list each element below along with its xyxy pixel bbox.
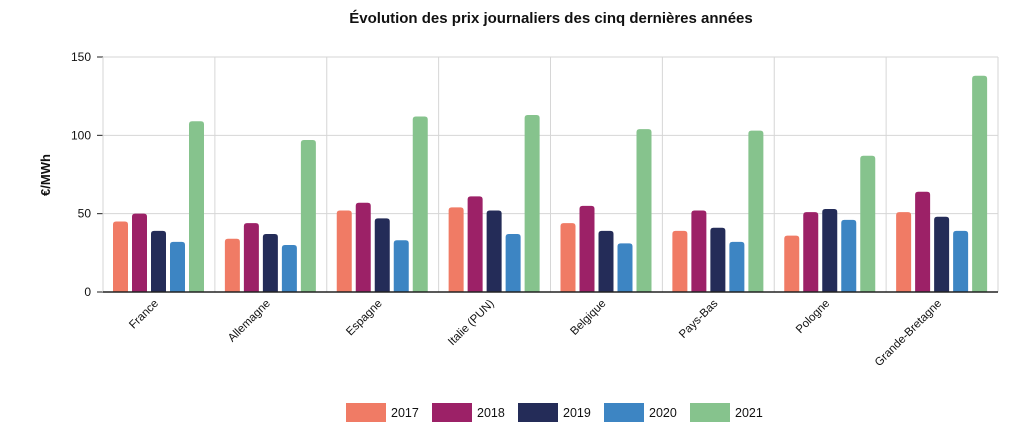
bar: [729, 241, 745, 292]
bar: [841, 219, 857, 292]
chart-title: Évolution des prix journaliers des cinq …: [349, 10, 752, 27]
legend: 2017 2018 2019 2020 2021: [346, 403, 763, 422]
bar: [822, 208, 838, 292]
bar: [803, 212, 819, 292]
grid: [97, 56, 999, 293]
x-tick-label: Pologne: [794, 298, 832, 336]
legend-label: 2021: [735, 406, 763, 420]
x-axis-labels: France Allemagne Espagne Italie (PUN) Belgiq…: [127, 297, 944, 369]
x-tick-label: Pays-Bas: [677, 297, 720, 340]
bar-group-7: [896, 75, 988, 292]
bar: [151, 230, 166, 292]
bar: [300, 140, 316, 292]
y-axis-ticks: 0 50 100 150: [71, 50, 91, 299]
bar: [598, 230, 614, 292]
bar: [636, 129, 652, 292]
x-tick-label: Italie (PUN): [446, 298, 497, 349]
bar-group-0: [113, 121, 204, 292]
legend-label: 2019: [563, 406, 591, 420]
bar: [448, 207, 464, 292]
bar-group-6: [784, 155, 876, 292]
bar: [262, 234, 278, 292]
bar: [355, 202, 371, 292]
legend-label: 2018: [477, 406, 505, 420]
y-axis-label: €/MWh: [38, 154, 53, 196]
bar: [860, 155, 876, 292]
legend-swatch: [432, 403, 472, 422]
bar-group-2: [336, 116, 428, 293]
x-tick-label: Belgique: [568, 298, 608, 338]
legend-swatch: [518, 403, 558, 422]
bar: [524, 114, 540, 292]
bar: [113, 221, 128, 292]
legend-label: 2017: [391, 406, 419, 420]
bar: [243, 223, 259, 292]
bar: [132, 213, 147, 292]
bar: [374, 218, 390, 292]
bar: [486, 210, 502, 292]
legend-item-2019: 2019: [518, 403, 591, 422]
bar: [393, 240, 409, 292]
bars: [113, 75, 988, 293]
bar: [915, 191, 931, 292]
x-tick-label: Grande-Bretagne: [873, 298, 944, 369]
bar: [281, 245, 297, 292]
legend-swatch: [346, 403, 386, 422]
legend-item-2020: 2020: [604, 403, 677, 422]
bar: [972, 75, 988, 292]
x-tick-label: France: [127, 298, 161, 332]
legend-label: 2020: [649, 406, 677, 420]
bar: [953, 230, 969, 292]
bar: [896, 212, 912, 292]
y-tick-label: 100: [71, 128, 91, 142]
legend-swatch: [690, 403, 730, 422]
legend-item-2018: 2018: [432, 403, 505, 422]
y-tick-label: 50: [78, 207, 92, 221]
bar-group-5: [672, 130, 764, 292]
legend-item-2017: 2017: [346, 403, 419, 422]
bar: [467, 196, 483, 292]
bar: [934, 216, 950, 292]
bar: [560, 223, 576, 292]
bar: [505, 234, 521, 292]
bar: [170, 241, 185, 292]
legend-swatch: [604, 403, 644, 422]
bar: [412, 116, 428, 293]
bar: [784, 235, 800, 292]
y-tick-label: 150: [71, 50, 91, 64]
bar: [224, 238, 240, 292]
bar: [691, 210, 707, 292]
bar-group-1: [224, 140, 316, 292]
legend-item-2021: 2021: [690, 403, 763, 422]
bar: [672, 230, 688, 292]
bar: [579, 205, 595, 292]
x-tick-label: Espagne: [344, 298, 385, 339]
bar-group-4: [560, 129, 652, 292]
bar-group-3: [448, 114, 540, 292]
bar: [336, 210, 352, 292]
bar: [617, 243, 633, 292]
bar: [748, 130, 764, 292]
bar: [189, 121, 204, 292]
x-tick-label: Allemagne: [226, 298, 273, 345]
y-tick-label: 0: [84, 285, 91, 299]
bar: [710, 227, 726, 292]
